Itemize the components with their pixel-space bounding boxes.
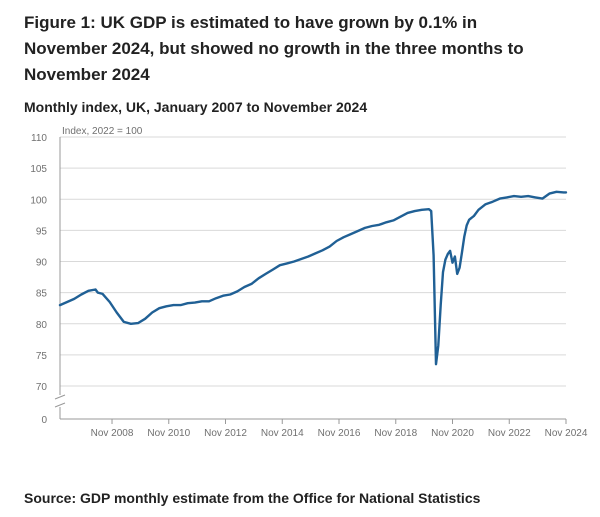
y-tick-label: 80 bbox=[36, 320, 48, 331]
chart-title: Figure 1: UK GDP is estimated to have gr… bbox=[24, 13, 524, 84]
y-axis-ticks: 110 105 100 95 90 85 80 75 70 0 bbox=[30, 133, 47, 426]
source-note: Source: GDP monthly estimate from the Of… bbox=[24, 490, 481, 506]
y-tick-label: 90 bbox=[36, 258, 48, 269]
x-tick-label: Nov 2024 bbox=[545, 428, 588, 439]
y-tick-label: 0 bbox=[41, 415, 47, 426]
y-tick-label: 85 bbox=[36, 289, 48, 300]
x-tick-label: Nov 2014 bbox=[261, 428, 304, 439]
axis-break-mark bbox=[54, 394, 66, 408]
x-axis-ticks: Nov 2008 Nov 2010 Nov 2012 Nov 2014 Nov 2016… bbox=[91, 419, 588, 439]
x-tick-label: Nov 2020 bbox=[431, 428, 474, 439]
series-line-gdp-index bbox=[58, 190, 568, 366]
series-layer bbox=[58, 190, 568, 366]
x-tick-label: Nov 2016 bbox=[318, 428, 361, 439]
line-chart: 110 105 100 95 90 85 80 75 70 0 Index, 2022 = 100… bbox=[30, 126, 588, 439]
x-tick-label: Nov 2022 bbox=[488, 428, 531, 439]
y-tick-label: 110 bbox=[31, 133, 47, 144]
x-tick-label: Nov 2018 bbox=[374, 428, 417, 439]
y-tick-label: 75 bbox=[36, 351, 48, 362]
x-tick-label: Nov 2012 bbox=[204, 428, 247, 439]
x-tick-label: Nov 2008 bbox=[91, 428, 134, 439]
y-tick-label: 95 bbox=[36, 226, 48, 237]
chart-subtitle: Monthly index, UK, January 2007 to Novem… bbox=[24, 99, 368, 115]
y-axis-label: Index, 2022 = 100 bbox=[62, 126, 143, 137]
axes bbox=[54, 137, 566, 420]
y-tick-label: 70 bbox=[36, 382, 48, 393]
y-tick-label: 105 bbox=[30, 164, 47, 175]
y-tick-label: 100 bbox=[30, 195, 47, 206]
grid-lines bbox=[60, 136, 566, 387]
x-tick-label: Nov 2010 bbox=[147, 428, 190, 439]
